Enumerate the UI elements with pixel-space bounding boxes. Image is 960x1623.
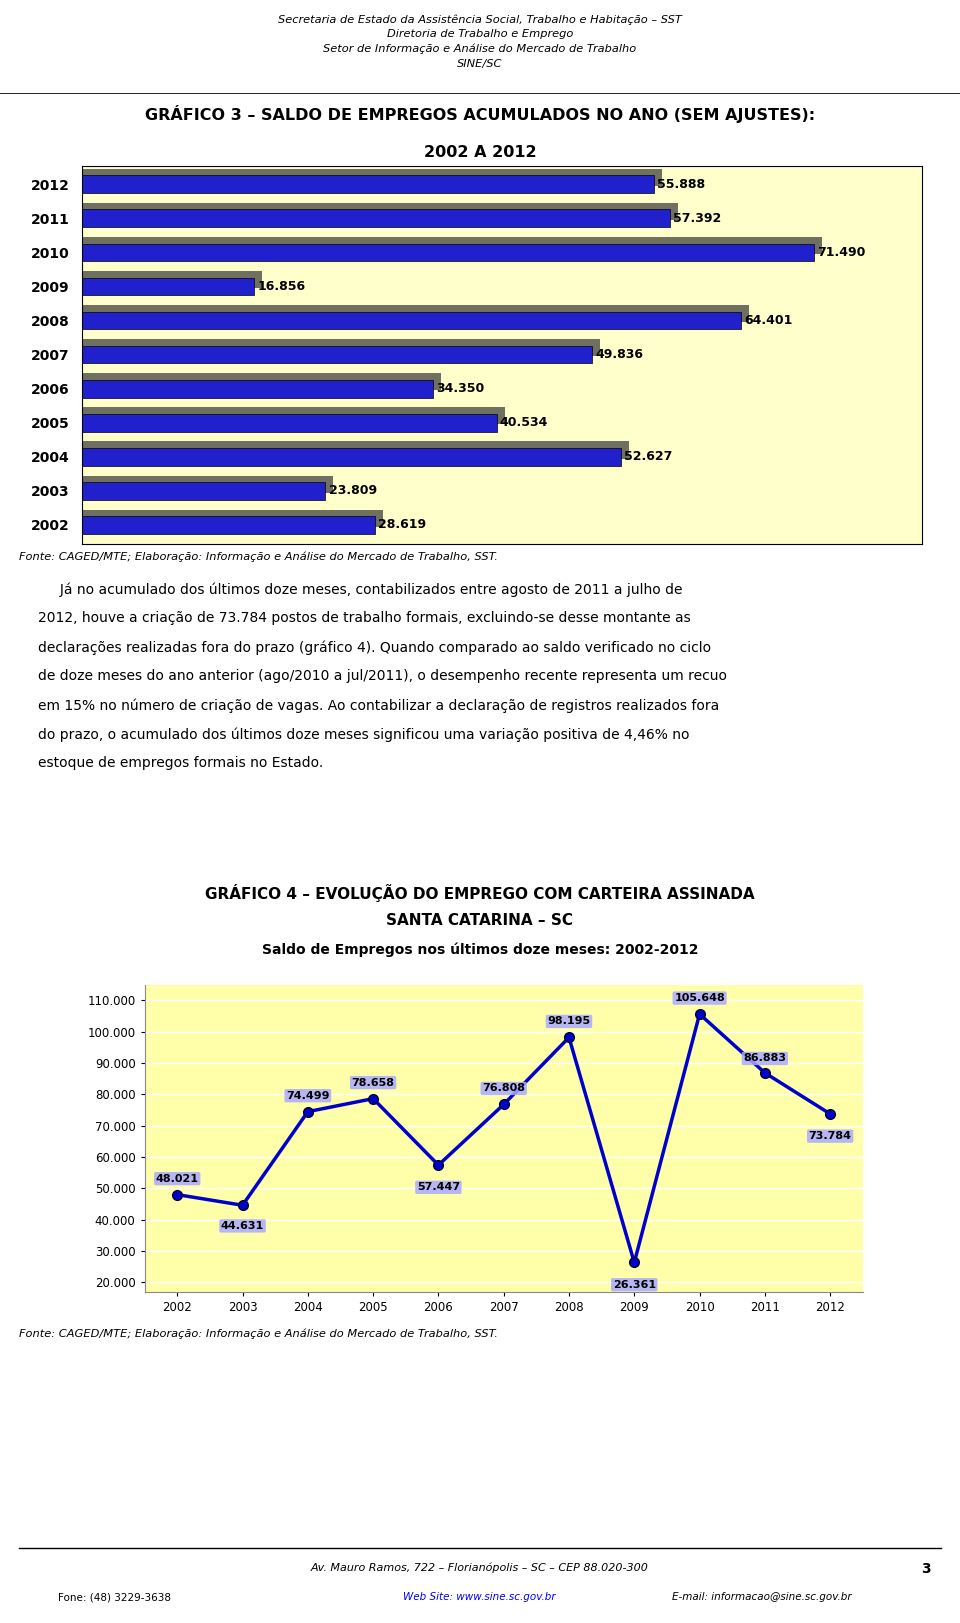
Text: 57.447: 57.447 [417, 1182, 460, 1193]
Bar [84, 476, 333, 493]
Text: 64.401: 64.401 [744, 315, 793, 328]
Bar [84, 510, 383, 527]
Text: 40.534: 40.534 [500, 415, 548, 428]
Bar [82, 278, 254, 295]
Bar [84, 203, 678, 221]
Text: 2002 A 2012: 2002 A 2012 [423, 144, 537, 161]
Bar [84, 441, 629, 459]
Bar [82, 516, 374, 534]
Text: 28.619: 28.619 [378, 518, 426, 531]
Text: Web Site: www.sine.sc.gov.br: Web Site: www.sine.sc.gov.br [403, 1592, 556, 1602]
Bar [82, 380, 434, 398]
Bar [82, 175, 654, 193]
Text: 16.856: 16.856 [257, 281, 305, 294]
Text: 44.631: 44.631 [221, 1220, 264, 1230]
Text: 49.836: 49.836 [595, 347, 643, 362]
Text: E-mail: informacao@sine.sc.gov.br: E-mail: informacao@sine.sc.gov.br [672, 1592, 852, 1602]
Text: 98.195: 98.195 [547, 1016, 590, 1026]
Text: 78.658: 78.658 [351, 1078, 395, 1087]
Text: 55.888: 55.888 [658, 179, 706, 192]
Text: 86.883: 86.883 [743, 1053, 786, 1063]
Bar [82, 312, 741, 329]
Text: 52.627: 52.627 [624, 450, 672, 463]
Bar [84, 373, 442, 391]
Text: Av. Mauro Ramos, 722 – Florianópolis – SC – CEP 88.020-300: Av. Mauro Ramos, 722 – Florianópolis – S… [311, 1561, 649, 1573]
Text: 48.021: 48.021 [156, 1173, 199, 1183]
Text: 73.784: 73.784 [808, 1131, 852, 1141]
Text: 26.361: 26.361 [612, 1279, 656, 1290]
Text: 105.648: 105.648 [674, 993, 725, 1003]
Text: SANTA CATARINA – SC: SANTA CATARINA – SC [387, 914, 573, 928]
Bar [84, 237, 822, 255]
Bar [82, 448, 621, 466]
Text: 76.808: 76.808 [482, 1084, 525, 1094]
Text: 34.350: 34.350 [437, 381, 485, 394]
Text: Secretaria de Estado da Assistência Social, Trabalho e Habitação – SST
Diretoria: Secretaria de Estado da Assistência Soci… [278, 15, 682, 68]
Text: Fonte: CAGED/MTE; Elaboração: Informação e Análise do Mercado de Trabalho, SST.: Fonte: CAGED/MTE; Elaboração: Informação… [19, 552, 498, 562]
Text: Fonte: CAGED/MTE; Elaboração: Informação e Análise do Mercado de Trabalho, SST.: Fonte: CAGED/MTE; Elaboração: Informação… [19, 1329, 498, 1339]
Text: GRÁFICO 3 – SALDO DE EMPREGOS ACUMULADOS NO ANO (SEM AJUSTES):: GRÁFICO 3 – SALDO DE EMPREGOS ACUMULADOS… [145, 105, 815, 123]
Text: Fone: (48) 3229-3638: Fone: (48) 3229-3638 [58, 1592, 171, 1602]
Bar [84, 271, 262, 289]
Bar [84, 169, 662, 187]
Bar [82, 346, 592, 364]
Bar [84, 339, 600, 357]
Text: 74.499: 74.499 [286, 1091, 329, 1100]
Bar [82, 209, 669, 227]
Bar [82, 414, 497, 432]
Text: 23.809: 23.809 [328, 484, 376, 497]
Text: Saldo de Empregos nos últimos doze meses: 2002-2012: Saldo de Empregos nos últimos doze meses… [262, 943, 698, 958]
Bar [82, 243, 814, 261]
Text: Já no acumulado dos últimos doze meses, contabilizados entre agosto de 2011 a ju: Já no acumulado dos últimos doze meses, … [38, 583, 728, 771]
Bar [84, 305, 750, 323]
Bar [84, 407, 505, 425]
Text: 57.392: 57.392 [673, 213, 721, 226]
Text: 71.490: 71.490 [817, 247, 865, 260]
Text: 3: 3 [922, 1561, 931, 1576]
Bar [82, 482, 325, 500]
Text: GRÁFICO 4 – EVOLUÇÃO DO EMPREGO COM CARTEIRA ASSINADA: GRÁFICO 4 – EVOLUÇÃO DO EMPREGO COM CART… [205, 885, 755, 902]
